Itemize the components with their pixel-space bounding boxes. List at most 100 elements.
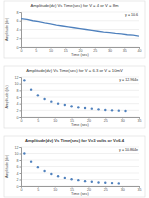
x-tick: 35 [123,47,127,53]
y-tick-mark [20,110,22,111]
x-tick-label: 25 [93,49,97,53]
data-point [50,100,52,102]
panel-frame [4,136,145,197]
y-tick-mark [20,117,22,118]
data-point [70,105,72,107]
y-tick: 2 [17,178,22,182]
y-tick-label: 2 [17,178,19,182]
y-tick-label: 12 [15,146,19,150]
y-tick-mark [20,186,22,187]
data-point [70,178,72,180]
chart-title: Amplitude(dv) Vs Time(sec) for V = 4 or … [31,3,119,8]
plot-area [23,79,127,112]
x-tick-label: 10 [53,188,57,192]
y-tick-mark [20,147,22,148]
data-line [21,19,139,37]
x-axis-title: Time (sec) [71,53,90,57]
data-point [104,109,106,111]
x-tick-label: 35 [138,119,142,123]
x-tick: 15 [64,47,68,53]
y-axis-title: Amplitude (dv) [5,155,9,178]
grid-line [21,12,139,13]
data-point [84,107,86,109]
data-point [23,152,25,154]
y-tick: 4 [17,28,22,32]
y-tick-label: 10 [15,152,19,156]
y-tick-label: 4 [17,172,19,176]
grid-line [21,97,139,98]
data-point [77,179,79,181]
y-tick: 0 [17,116,22,120]
y-tick: 6 [17,19,22,23]
chart-panel: Amplitude(dv) Vs Time(sec) for V=3 volts… [4,136,145,197]
y-tick-mark [20,21,22,22]
y-tick: 2 [17,109,22,113]
y-tick-label: 2 [17,37,19,41]
data-point [124,110,126,112]
y-tick-label: 0 [17,185,19,189]
x-tick: 25 [104,186,108,192]
data-point [50,173,52,175]
x-tick-label: 25 [104,119,108,123]
y-tick-label: 8 [17,11,19,15]
grid-line [21,90,139,91]
data-point [91,181,93,183]
data-point [104,182,106,184]
y-tick: 8 [17,159,22,163]
y-tick-label: 0 [17,46,19,50]
x-tick-label: 5 [37,188,39,192]
annotation: y = 10.864e [119,148,138,152]
data-point [37,94,39,96]
panel-frame [4,66,145,128]
grid-line [21,173,139,174]
y-axis-line [20,78,22,118]
x-tick-label: 25 [104,188,108,192]
grid-line [21,83,139,84]
grid-line [21,110,139,111]
data-point [97,108,99,110]
x-tick-label: 0 [21,49,23,53]
x-tick: 5 [37,117,39,123]
y-tick-mark [20,12,22,13]
x-tick-label: 10 [53,119,57,123]
x-tick-label: 30 [108,49,112,53]
grid-line [21,160,139,161]
y-tick-mark [20,160,22,161]
y-tick-label: 8 [17,159,19,163]
y-tick-mark [20,30,22,31]
x-tick: 30 [121,186,125,192]
y-tick-label: 10 [15,82,19,86]
data-point [118,182,120,184]
grid-line [21,117,139,118]
y-axis: 024681012 [15,146,22,189]
x-tick-label: 40 [138,49,142,53]
data-point [118,109,120,111]
plot-area [23,152,120,184]
annotation: y = 10.6 [125,13,138,17]
x-tick: 10 [49,47,53,53]
y-tick: 0 [17,46,22,50]
x-axis-title: Time (sec) [71,123,90,127]
x-tick: 25 [104,117,108,123]
annotation: y = 12.964x [119,78,138,82]
y-tick-mark [20,173,22,174]
x-tick: 40 [138,47,142,53]
y-tick: 4 [17,172,22,176]
data-point [111,182,113,184]
y-tick-mark [20,180,22,181]
data-point [64,104,66,106]
y-tick: 6 [17,96,22,100]
y-tick: 2 [17,37,22,41]
y-tick-mark [20,90,22,91]
panel-frame [4,1,145,58]
y-axis-title: Amplitude (dv) [5,18,9,41]
x-tick-label: 10 [49,49,53,53]
data-point [91,107,93,109]
x-tick: 30 [121,117,125,123]
y-tick: 10 [15,152,22,156]
data-point [64,177,66,179]
y-tick-mark [20,84,22,85]
data-point [57,175,59,177]
x-tick: 10 [53,186,57,192]
data-point [43,98,45,100]
